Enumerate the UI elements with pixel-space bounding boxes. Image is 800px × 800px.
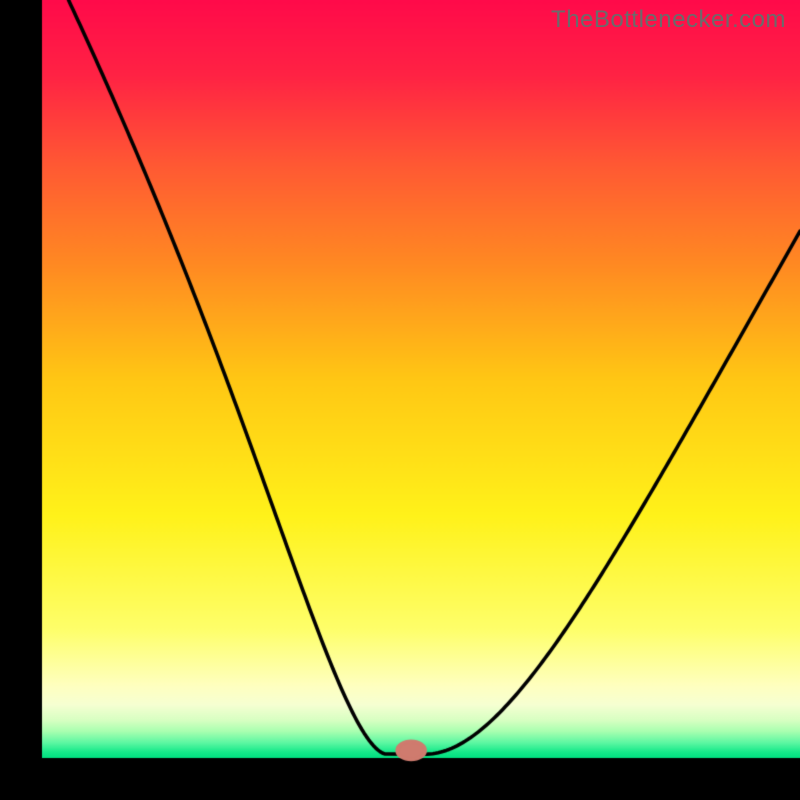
bottleneck-curve	[0, 0, 800, 800]
chart-stage: TheBottlenecker.com	[0, 0, 800, 800]
watermark-text: TheBottlenecker.com	[551, 6, 786, 34]
